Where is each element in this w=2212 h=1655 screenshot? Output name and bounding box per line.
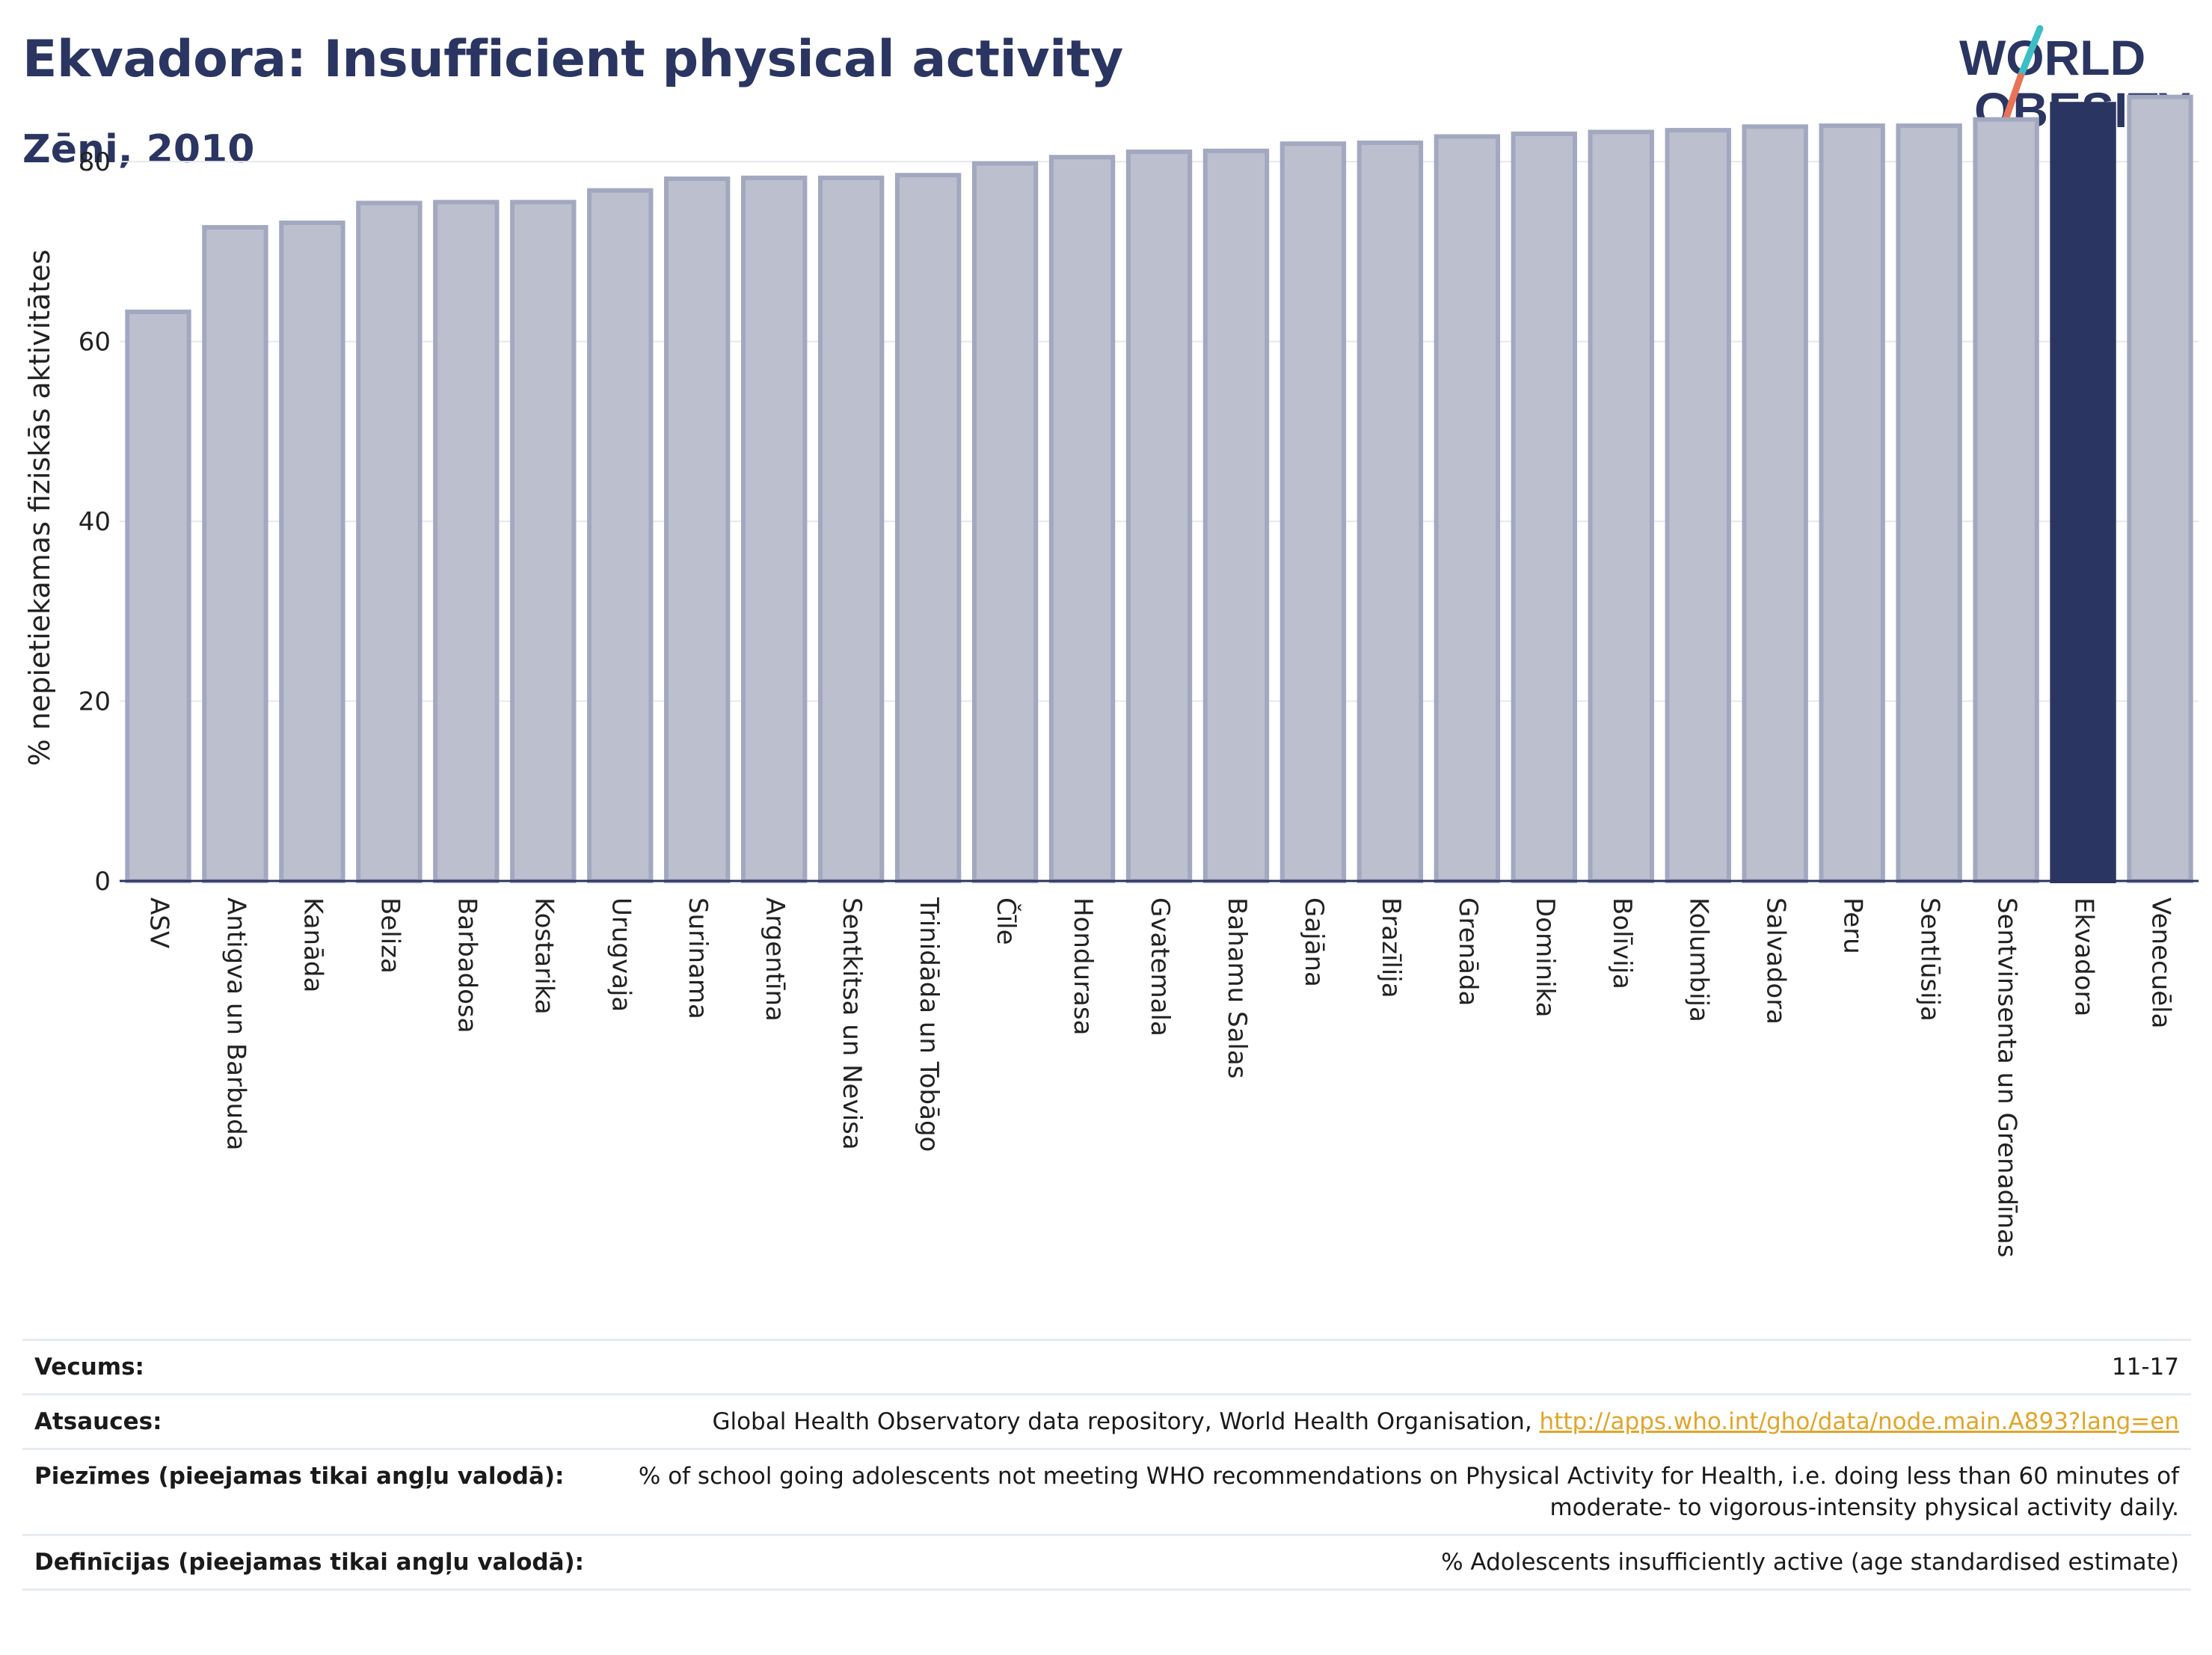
- page-subtitle: Zēni, 2010: [22, 127, 255, 172]
- x-category-label: Hondurasa: [1068, 897, 1098, 1035]
- page-title: Ekvadora: Insufficient physical activity: [22, 30, 1123, 89]
- x-category-label: Trinidāda un Tobāgo: [914, 897, 944, 1152]
- info-key-definitions: Definīcijas (pieejamas tikai angļu valod…: [22, 1534, 615, 1591]
- logo-slash-teal: [2017, 25, 2044, 80]
- x-category-label: Urugvaja: [606, 897, 636, 1012]
- bar-highlighted: [2050, 102, 2116, 884]
- x-category-label: Bahamu Salas: [1222, 897, 1252, 1078]
- bars: [125, 94, 2193, 884]
- y-tick-label: 80: [79, 147, 111, 177]
- x-category-label: Sentkitsa un Nevisa: [837, 897, 867, 1150]
- x-category-label: Kostarika: [529, 897, 559, 1015]
- bar: [1742, 124, 1808, 884]
- bar: [971, 161, 1039, 883]
- x-category-label: Barbadosa: [452, 897, 482, 1034]
- bar: [1665, 128, 1731, 883]
- x-category-label: Bolīvija: [1607, 897, 1637, 989]
- bar: [279, 220, 345, 884]
- x-category-label: Dominika: [1530, 897, 1560, 1017]
- bar: [1973, 117, 2039, 884]
- bar: [894, 173, 962, 884]
- bar: [1357, 140, 1424, 884]
- x-category-label: Gajāna: [1299, 897, 1329, 987]
- info-value-sources: Global Health Observatory data repositor…: [615, 1393, 2191, 1449]
- x-category-label: Ekvadora: [2069, 897, 2099, 1016]
- info-row-sources: Atsauces: Global Health Observatory data…: [22, 1393, 2191, 1449]
- bar-chart: 0 20 40 60 80 ASV Antigva un Barbuda Kanāda Bel…: [23, 94, 2199, 1258]
- info-key-notes: Piezīmes (pieejamas tikai angļu valodā):: [22, 1448, 615, 1535]
- y-tick-label: 40: [79, 507, 111, 537]
- bar: [664, 176, 731, 883]
- y-tick-label: 20: [79, 687, 111, 717]
- bar: [741, 175, 808, 883]
- info-value-definitions: % Adolescents insufficiently active (age…: [615, 1534, 2191, 1591]
- bar: [510, 200, 577, 883]
- x-category-label: ASV: [144, 897, 173, 948]
- bar: [202, 224, 268, 883]
- info-key-age: Vecums:: [22, 1339, 615, 1395]
- info-table: Vecums: 11-17 Atsauces: Global Health Ob…: [22, 1339, 2191, 1591]
- x-category-label: Kolumbija: [1684, 897, 1714, 1022]
- sources-link[interactable]: http://apps.who.int/gho/data/node.main.A…: [1539, 1408, 2179, 1435]
- x-category-label: Sentlūsija: [1915, 897, 1945, 1022]
- x-category-label: Antigva un Barbuda: [221, 897, 251, 1151]
- bar: [433, 200, 500, 883]
- y-axis-title: % nepietiekamas fiziskās aktivitātes: [23, 250, 56, 767]
- x-category-label: Kanāda: [298, 897, 328, 992]
- bar: [1125, 149, 1193, 883]
- bar: [817, 175, 885, 883]
- x-category-label: Salvadora: [1761, 897, 1791, 1025]
- bar: [1588, 129, 1654, 883]
- bar: [2127, 94, 2193, 884]
- info-row-age: Vecums: 11-17: [22, 1339, 2191, 1395]
- y-tick-label: 0: [94, 867, 111, 897]
- sources-text: Global Health Observatory data repositor…: [712, 1408, 1540, 1435]
- info-value-age: 11-17: [615, 1339, 2191, 1395]
- bar: [1819, 123, 1885, 884]
- logo-word-world: WORLD: [1959, 30, 2145, 85]
- bar: [1279, 141, 1347, 884]
- info-value-notes: % of school going adolescents not meetin…: [615, 1448, 2191, 1535]
- bar: [125, 309, 191, 883]
- bar: [1202, 148, 1270, 884]
- x-category-label: Surinama: [683, 897, 713, 1019]
- x-category-label: Brazīlija: [1376, 897, 1406, 998]
- bar: [1896, 123, 1962, 884]
- x-category-label: Argentīna: [760, 897, 790, 1022]
- bar: [1511, 131, 1578, 883]
- x-category-label: Gvatemala: [1145, 897, 1175, 1037]
- info-key-sources: Atsauces:: [22, 1393, 615, 1449]
- info-row-definitions: Definīcijas (pieejamas tikai angļu valod…: [22, 1534, 2191, 1591]
- bar: [356, 200, 423, 883]
- y-axis-ticks: 0 20 40 60 80: [79, 147, 111, 897]
- x-category-label: Beliza: [375, 897, 405, 974]
- bar: [1434, 134, 1501, 883]
- info-row-notes: Piezīmes (pieejamas tikai angļu valodā):…: [22, 1448, 2191, 1535]
- x-category-label: Peru: [1838, 897, 1868, 954]
- x-axis-labels: ASV Antigva un Barbuda Kanāda Beliza Barbado…: [144, 897, 2175, 1258]
- bar: [587, 188, 654, 883]
- x-category-label: Čīle: [991, 897, 1021, 945]
- x-category-label: Sentvinsenta un Grenadīnas: [1992, 897, 2022, 1258]
- x-category-label: Grenāda: [1453, 897, 1483, 1006]
- y-tick-label: 60: [79, 328, 111, 357]
- x-category-label: Venecuēla: [2146, 897, 2176, 1028]
- bar: [1048, 155, 1116, 883]
